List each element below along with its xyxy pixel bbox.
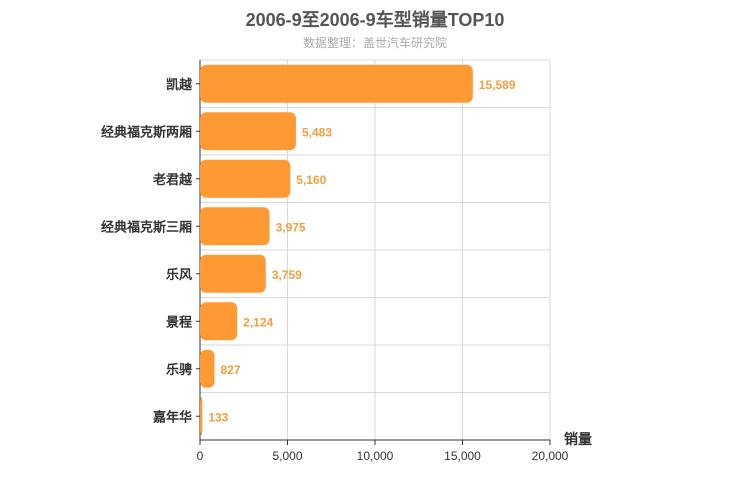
bar-3: [200, 159, 291, 198]
value-label: 133: [208, 410, 228, 424]
bar-4: [200, 207, 270, 246]
value-label: 3,975: [276, 220, 306, 234]
category-label: 凯越: [166, 77, 193, 92]
value-label: 15,589: [479, 78, 516, 92]
category-label: 经典福克斯两厢: [101, 124, 192, 139]
bar-8: [200, 397, 203, 436]
chart-title: 2006-9至2006-9车型销量TOP10: [245, 10, 505, 30]
value-label: 3,759: [272, 268, 302, 282]
x-tick-label: 20,000: [532, 449, 569, 463]
value-label: 2,124: [243, 315, 273, 329]
bar-7: [200, 349, 215, 388]
x-tick-label: 0: [197, 449, 204, 463]
category-label: 景程: [166, 314, 192, 329]
x-axis-label: 销量: [564, 431, 592, 447]
value-label: 5,160: [296, 173, 326, 187]
category-label: 乐风: [166, 267, 192, 282]
category-label: 经典福克斯三厢: [101, 219, 192, 234]
x-tick-label: 10,000: [357, 449, 394, 463]
bar-1: [200, 64, 473, 103]
x-tick-label: 15,000: [444, 449, 481, 463]
bar-2: [200, 112, 296, 151]
chart-subtitle: 数据整理：盖世汽车研究院: [302, 36, 447, 50]
category-label: 嘉年华: [152, 409, 192, 424]
bar-6: [200, 302, 238, 341]
value-label: 827: [220, 363, 240, 377]
category-label: 老君越: [152, 172, 193, 187]
value-label: 5,483: [302, 125, 332, 139]
bar-5: [200, 254, 266, 293]
x-tick-label: 5,000: [272, 449, 302, 463]
category-label: 乐骋: [166, 362, 192, 377]
